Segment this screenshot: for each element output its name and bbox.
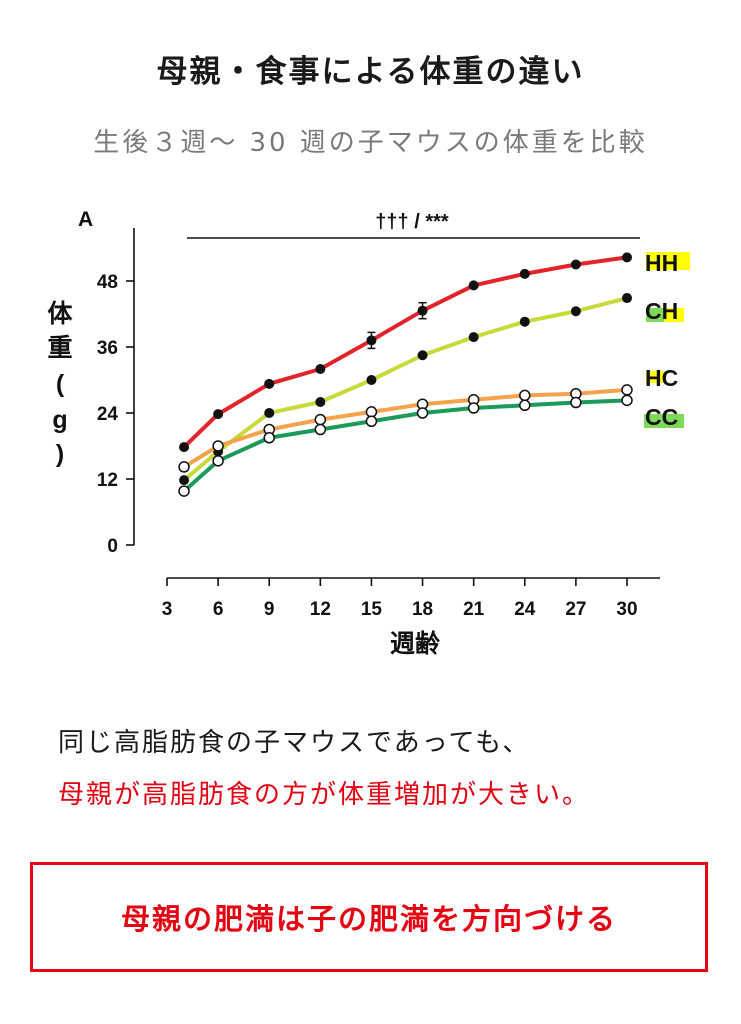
series-label-cc: CC xyxy=(644,404,684,430)
data-point-hh xyxy=(519,268,530,279)
caption-line-2: 母親が高脂肪食の方が体重増加が大きい。 xyxy=(58,780,591,810)
series-label-hh: HH xyxy=(645,250,690,276)
y-tick-label: 48 xyxy=(97,272,118,293)
data-point-hh xyxy=(213,409,224,420)
series-group xyxy=(178,252,633,497)
series-line-hc xyxy=(182,387,628,469)
data-point-hc xyxy=(365,406,378,418)
data-point-hc xyxy=(178,461,190,473)
series-label-text: HC xyxy=(645,365,678,391)
x-tick-label: 6 xyxy=(213,599,224,620)
series-line-hh xyxy=(182,255,628,449)
series-trace-ch xyxy=(183,297,628,481)
data-point-hh xyxy=(264,378,275,389)
data-point-hh xyxy=(315,364,326,374)
y-tick-label: 0 xyxy=(107,536,118,557)
data-point-ch xyxy=(179,475,190,486)
data-point-hc xyxy=(519,389,531,402)
data-point-cc xyxy=(621,394,633,407)
data-point-cc xyxy=(178,485,190,497)
series-label-hc: HC xyxy=(645,365,678,391)
data-point-hh xyxy=(468,280,479,291)
data-point-cc xyxy=(263,432,275,444)
series-labels: HH CH HC CC xyxy=(644,250,690,430)
series-trace-hh xyxy=(183,256,628,448)
y-tick-label: 24 xyxy=(97,404,119,425)
series-label-ch: CH xyxy=(645,298,684,324)
series-line-ch xyxy=(182,296,628,482)
data-point-hc xyxy=(314,413,327,426)
conclusion-box: 母親の肥満は子の肥満を方向づける xyxy=(30,862,708,972)
data-point-ch xyxy=(264,408,275,418)
series-cc xyxy=(178,394,633,497)
y-tick-label: 12 xyxy=(97,470,118,491)
x-tick-label: 3 xyxy=(162,599,173,620)
y-tick-label: 36 xyxy=(97,338,118,359)
data-point-ch xyxy=(468,332,479,343)
page-subtitle: 生後３週〜 30 週の子マウスの体重を比較 xyxy=(93,128,648,158)
conclusion-text: 母親の肥満は子の肥満を方向づける xyxy=(120,902,617,936)
data-point-hh xyxy=(179,442,190,453)
data-point-ch xyxy=(570,306,581,317)
x-tick-label: 30 xyxy=(616,599,637,620)
data-point-hc xyxy=(212,440,224,452)
series-label-text: CC xyxy=(645,404,678,430)
data-point-ch xyxy=(315,397,326,407)
x-axis-label: 週齢 xyxy=(390,629,440,658)
caption-line-1: 同じ高脂肪食の子マウスであっても、 xyxy=(58,728,531,758)
significance-label: ††† / *** xyxy=(375,211,449,233)
y-axis-label: 体重(g) xyxy=(47,300,73,468)
series-hh xyxy=(179,252,632,453)
series-label-text: CH xyxy=(645,298,678,324)
series-label-text: HH xyxy=(645,250,678,276)
x-tick-label: 18 xyxy=(412,599,433,620)
page-title: 母親・食事による体重の違い xyxy=(156,54,585,90)
x-tick-label: 27 xyxy=(565,599,586,620)
x-tick-label: 21 xyxy=(463,599,485,620)
y-axis: 0 12 24 36 48 xyxy=(97,228,135,557)
data-point-cc xyxy=(365,415,378,427)
x-axis: 3 6 9 12 15 18 21 24 27 30 xyxy=(162,577,660,620)
panel-label: A xyxy=(78,208,93,231)
data-point-cc xyxy=(519,399,531,412)
data-point-cc xyxy=(570,396,582,409)
x-tick-label: 12 xyxy=(310,599,331,620)
series-hc xyxy=(178,384,633,473)
data-point-cc xyxy=(467,402,480,414)
data-point-hh xyxy=(570,259,581,270)
series-line-cc xyxy=(182,398,628,493)
data-point-hh xyxy=(622,252,632,263)
data-point-ch xyxy=(417,350,428,361)
data-point-cc xyxy=(314,423,327,436)
x-tick-label: 15 xyxy=(361,599,383,620)
data-point-cc xyxy=(212,455,224,467)
x-tick-label: 9 xyxy=(264,599,275,620)
x-tick-label: 24 xyxy=(514,599,536,620)
data-point-hc xyxy=(621,384,633,396)
data-point-ch xyxy=(519,316,530,327)
data-point-ch xyxy=(366,375,377,385)
data-point-cc xyxy=(416,407,429,419)
data-point-ch xyxy=(622,293,632,304)
